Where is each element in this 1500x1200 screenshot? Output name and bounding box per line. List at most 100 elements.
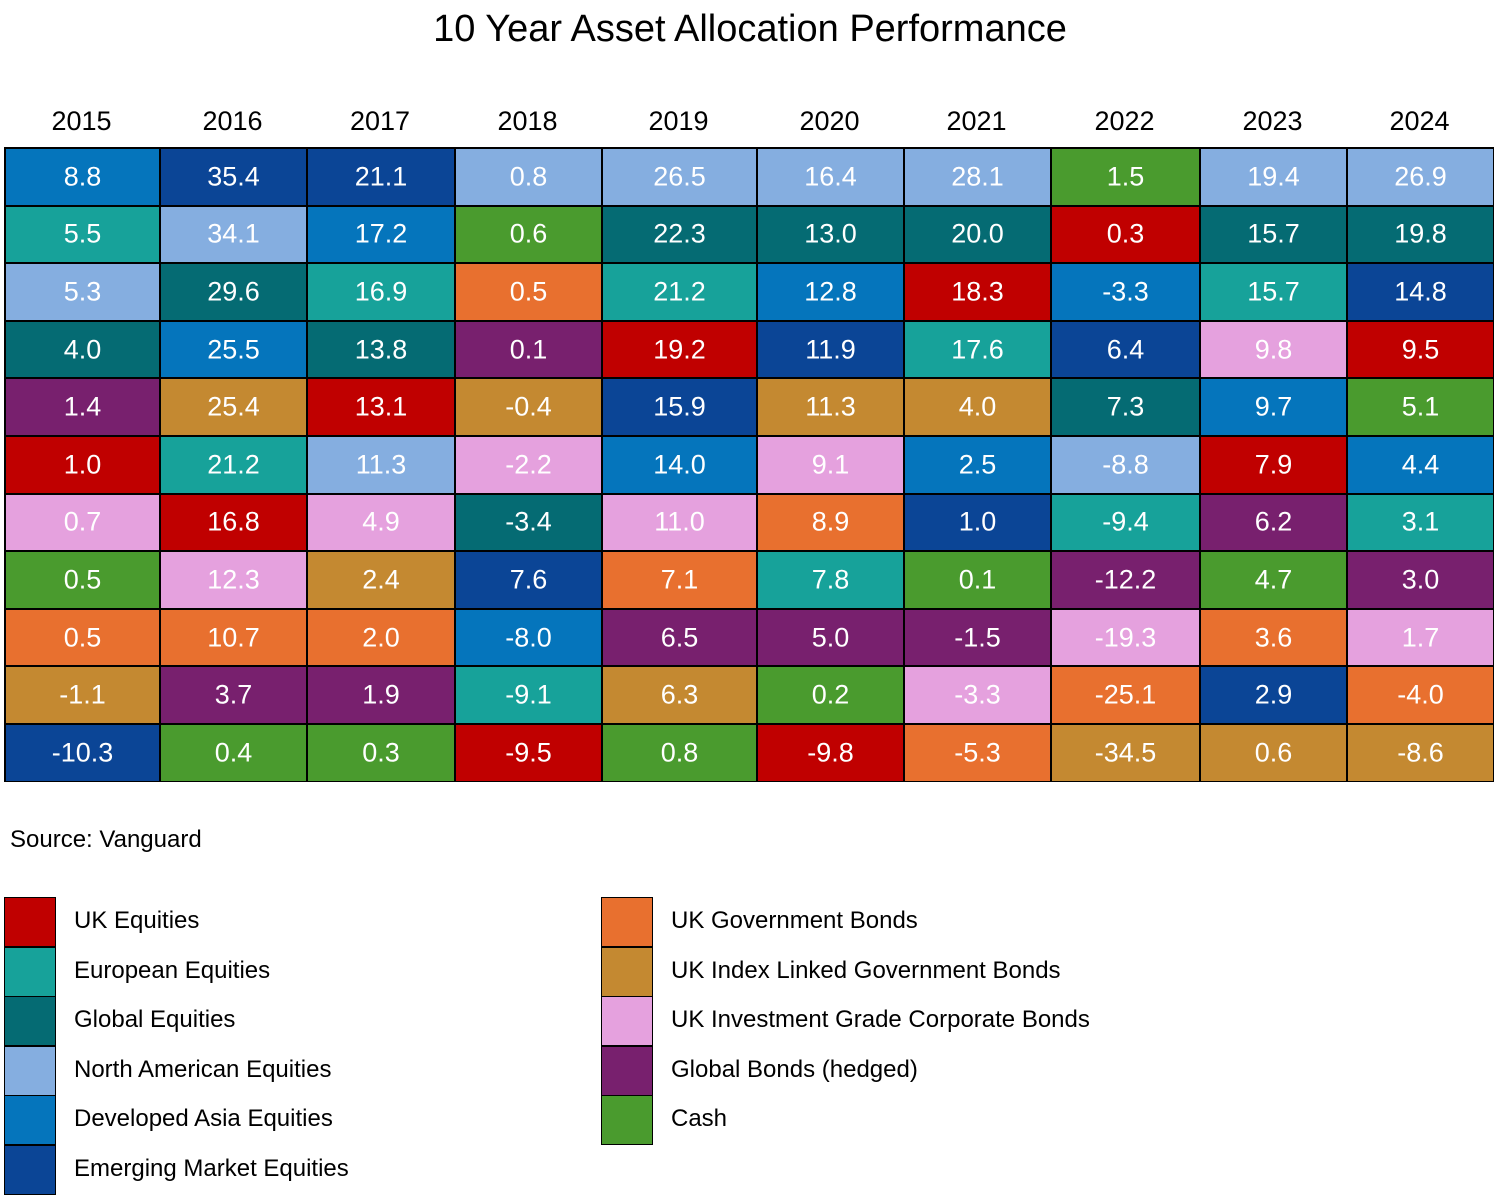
return-cell: -4.0 [1347,666,1494,724]
return-value: 1.4 [63,391,102,422]
return-cell: 8.9 [757,493,904,552]
return-value: 9.7 [1254,391,1293,422]
return-cell: 22.3 [602,205,757,264]
return-value: 4.0 [958,391,997,422]
legend-swatch [4,996,56,1047]
return-cell: 25.5 [160,320,307,379]
return-value: 0.3 [362,737,400,768]
return-value: -9.4 [1102,506,1149,537]
return-value: 0.6 [509,218,548,249]
return-cell: 2.4 [307,551,455,609]
return-value: 21.1 [354,161,408,192]
return-value: 2.5 [958,449,997,480]
return-value: 19.8 [1394,218,1447,249]
return-cell: 13.0 [757,205,904,264]
return-value: 0.1 [958,564,997,595]
return-cell: 4.7 [1200,551,1347,609]
return-value: -3.4 [505,506,552,537]
return-cell: 17.2 [307,205,455,264]
return-value: -9.5 [505,737,552,768]
return-cell: 15.9 [602,378,757,436]
return-value: 7.6 [509,564,548,595]
return-value: 11.0 [654,506,705,537]
return-value: 0.6 [1254,737,1293,768]
return-cell: -9.4 [1051,493,1200,552]
return-cell: 15.7 [1200,263,1347,321]
return-cell: 16.8 [160,493,307,552]
return-value: 1.9 [362,679,400,710]
return-value: 35.4 [207,161,260,192]
return-value: -5.3 [954,737,1001,768]
return-value: 19.4 [1247,161,1300,192]
return-cell: 0.6 [1200,724,1347,782]
return-cell: -34.5 [1051,724,1200,782]
return-cell: -10.3 [5,724,160,782]
return-cell: 11.0 [602,493,757,552]
return-value: 14.0 [653,449,706,480]
return-value: 26.5 [653,161,706,192]
return-value: 4.9 [362,506,400,537]
return-value: 3.0 [1401,564,1440,595]
legend-swatch [4,1095,56,1146]
return-cell: -9.8 [757,724,904,782]
return-value: 2.0 [362,622,400,653]
return-cell: 0.8 [602,724,757,782]
return-value: 10.7 [207,622,260,653]
source-note: Source: Vanguard [10,826,202,853]
return-value: 0.5 [63,564,102,595]
return-cell: -5.3 [904,724,1051,782]
return-cell: 13.8 [307,320,455,379]
return-cell: 2.9 [1200,666,1347,724]
return-value: 0.8 [660,737,699,768]
year-label-2015: 2015 [51,106,112,136]
return-cell: 14.8 [1347,263,1494,321]
return-value: 7.8 [811,564,850,595]
return-value: 9.8 [1254,334,1293,365]
return-cell: 0.4 [160,724,307,782]
return-cell: 7.3 [1051,378,1200,436]
return-value: 17.2 [354,218,408,249]
return-value: 2.9 [1254,679,1293,710]
legend-swatch [4,897,56,947]
return-value: 3.6 [1254,622,1293,653]
year-label-2016: 2016 [202,106,263,136]
return-value: 16.9 [354,276,408,307]
return-cell: 6.3 [602,666,757,724]
return-value: -19.3 [1094,622,1157,653]
legend-label: North American Equities [74,1055,332,1083]
return-value: 15.9 [653,391,706,422]
return-value: -1.1 [59,679,106,710]
legend-label: Global Bonds (hedged) [671,1055,918,1083]
return-cell: 3.7 [160,666,307,724]
return-value: 9.1 [811,449,850,480]
return-cell: 34.1 [160,205,307,264]
legend-swatch [601,996,653,1047]
return-value: 1.7 [1401,622,1440,653]
return-value: 8.8 [63,161,102,192]
return-cell: 1.4 [5,378,160,436]
return-cell: 3.6 [1200,608,1347,667]
return-value: 28.1 [951,161,1004,192]
return-cell: 6.5 [602,608,757,667]
return-cell: 2.0 [307,608,455,667]
legend-swatch [601,897,653,947]
return-value: 26.9 [1394,161,1447,192]
return-cell: 16.9 [307,263,455,321]
return-cell: 4.4 [1347,436,1494,494]
return-cell: 15.7 [1200,205,1347,264]
return-cell: 0.5 [455,263,602,321]
return-value: 0.3 [1106,218,1145,249]
return-value: -0.4 [505,391,552,422]
return-value: 17.6 [951,334,1004,365]
return-value: -3.3 [1102,276,1149,307]
year-label-2019: 2019 [648,106,709,136]
return-cell: 28.1 [904,148,1051,206]
return-cell: 35.4 [160,148,307,206]
return-cell: 2.5 [904,436,1051,494]
return-cell: -9.1 [455,666,602,724]
return-cell: 0.1 [904,551,1051,609]
return-cell: 4.9 [307,493,455,552]
return-cell: 21.2 [602,263,757,321]
return-value: 19.2 [653,334,706,365]
return-cell: -8.8 [1051,436,1200,494]
